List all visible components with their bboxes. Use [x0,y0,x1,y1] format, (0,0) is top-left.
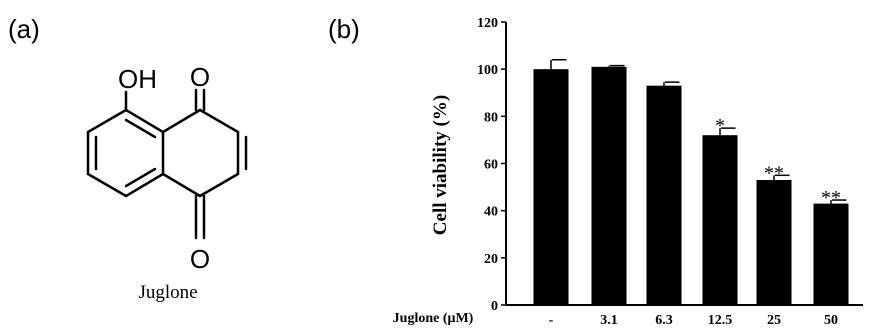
x-axis-title: Juglone (μM) [393,311,474,326]
y-tick-label: 40 [484,205,498,220]
quinone-bond-5 [161,172,202,198]
structure-bonds [86,88,248,240]
quinone-bond-4 [198,172,240,198]
quinone-bond-2 [198,108,240,134]
y-axis-title: Cell viability (%) [430,95,451,235]
bar [646,85,682,305]
quinone-bond-1 [161,108,202,134]
compound-name: Juglone [138,282,197,303]
bar [533,69,569,306]
x-tick-label: - [549,313,554,328]
x-tick-label: 6.3 [655,313,673,328]
significance-mark: * [715,115,725,137]
chart-bars [533,66,849,306]
panel-a-label: (a) [8,14,40,44]
carbonyl-bottom-label: O [190,244,210,274]
y-tick-label: 80 [484,110,498,125]
aromatic-double-bond-3 [124,167,157,188]
x-tick-label: 50 [824,313,838,328]
oh-label: OH [118,64,157,94]
x-tick-label: 3.1 [600,313,618,328]
y-tick-label: 0 [491,299,498,314]
x-tick-label: 12.5 [708,313,733,328]
y-tick-label: 100 [477,63,498,78]
juglone-structure-diagram: OH O O Juglone [86,62,248,303]
bar [702,135,738,305]
chart-x-ticks: - 3.1 6.3 12.5 25 50 [549,313,838,328]
aromatic-double-bond-2 [124,118,157,139]
significance-mark: ** [821,187,841,209]
chart-error-bars [550,58,847,204]
y-tick-label: 20 [484,252,498,267]
y-tick-label: 120 [477,16,498,31]
chart-y-ticks: 0 20 40 60 80 100 120 [477,16,506,314]
chart-significance-marks: ***** [715,115,841,209]
bar [813,203,849,305]
y-tick-label: 60 [484,158,498,173]
bar [756,180,792,305]
significance-mark: ** [764,162,784,184]
panel-b-label: (b) [328,14,360,44]
x-tick-label: 25 [767,313,781,328]
bar [591,66,627,305]
carbonyl-top-label: O [190,62,210,92]
